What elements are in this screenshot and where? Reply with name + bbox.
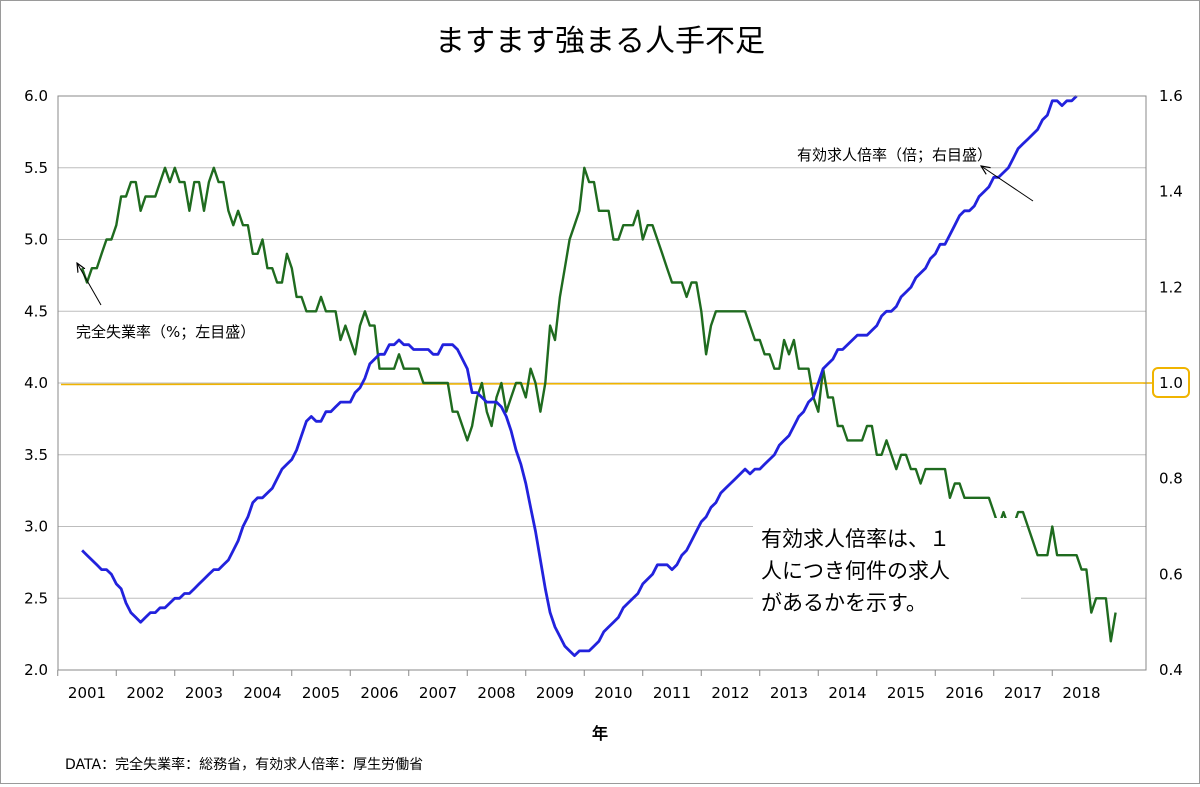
chart-title: ますます強まる人手不足 [435, 24, 765, 59]
x-tick-label: 2014 [828, 684, 866, 702]
reference-value-box [1152, 367, 1190, 398]
y-right-tick-label: 1.2 [1159, 278, 1183, 296]
x-tick-label: 2006 [360, 684, 398, 702]
data-source: DATA：完全失業率：総務省，有効求人倍率：厚生労働省 [65, 756, 423, 773]
note-line-1: 有効求人倍率は、１ [761, 527, 950, 551]
x-tick-label: 2017 [1004, 684, 1042, 702]
y-left-tick-label: 3.0 [24, 518, 48, 536]
x-tick-label: 2008 [477, 684, 515, 702]
jobs-to-applicants-ratio-line [81, 95, 1078, 657]
series-lines [80, 95, 1117, 657]
y-left-tick-label: 4.0 [24, 374, 48, 392]
x-tick-label: 2004 [243, 684, 281, 702]
gridlines [58, 167, 1146, 599]
y-left-tick-label: 2.5 [24, 589, 48, 607]
x-tick-label: 2013 [770, 684, 808, 702]
y-right-tick-label: 0.6 [1159, 565, 1183, 583]
x-tick-label: 2005 [302, 684, 340, 702]
unemployment-rate-line [80, 166, 1117, 643]
plot-area-border [57, 95, 1147, 671]
left-axis-ticks: 2.0 2.5 3.0 3.5 4.0 4.5 5.0 5.5 6.0 [24, 87, 48, 679]
x-tick-label: 2003 [185, 684, 223, 702]
y-left-tick-label: 4.5 [24, 302, 48, 320]
x-tick-label: 2010 [594, 684, 632, 702]
x-tick-label: 2009 [536, 684, 574, 702]
y-right-tick-label: 0.4 [1159, 661, 1183, 679]
x-tick-label: 2002 [126, 684, 164, 702]
x-axis-ticks: 2001 2002 2003 2004 2005 2006 2007 2008 2009 2010… [57, 670, 1101, 702]
x-tick-label: 2018 [1062, 684, 1100, 702]
y-right-tick-label: 1.6 [1159, 87, 1183, 105]
y-right-tick-label: 0.8 [1159, 470, 1183, 488]
right-axis-ticks: 0.4 0.6 0.8 1.2 1.4 1.6 [1159, 87, 1183, 679]
y-left-tick-label: 5.5 [24, 159, 48, 177]
x-tick-label: 2001 [68, 684, 106, 702]
x-tick-label: 2012 [711, 684, 749, 702]
reference-line [60, 382, 1154, 386]
reference-value-label: 1.0 [1159, 374, 1183, 392]
x-tick-label: 2011 [653, 684, 691, 702]
note-line-2: 人につき何件の求人 [761, 559, 950, 583]
y-left-tick-label: 5.0 [24, 231, 48, 249]
y-left-tick-label: 2.0 [24, 661, 48, 679]
reference-line-1-0 [60, 382, 1154, 386]
x-axis-label: 年 [592, 724, 608, 743]
jobs-ratio-label: 有効求人倍率（倍；右目盛） [797, 146, 992, 164]
x-tick-label: 2015 [887, 684, 925, 702]
unemployment-label: 完全失業率（%；左目盛） [76, 323, 255, 341]
unemployment-arrow [77, 263, 102, 306]
jobs-ratio-arrow [981, 166, 1034, 202]
x-tick-label: 2016 [945, 684, 983, 702]
y-left-tick-label: 6.0 [24, 87, 48, 105]
note-box [753, 518, 1021, 624]
y-left-tick-label: 3.5 [24, 446, 48, 464]
y-right-tick-label: 1.4 [1159, 183, 1183, 201]
x-tick-label: 2007 [419, 684, 457, 702]
note-line-3: があるかを示す。 [761, 591, 927, 615]
